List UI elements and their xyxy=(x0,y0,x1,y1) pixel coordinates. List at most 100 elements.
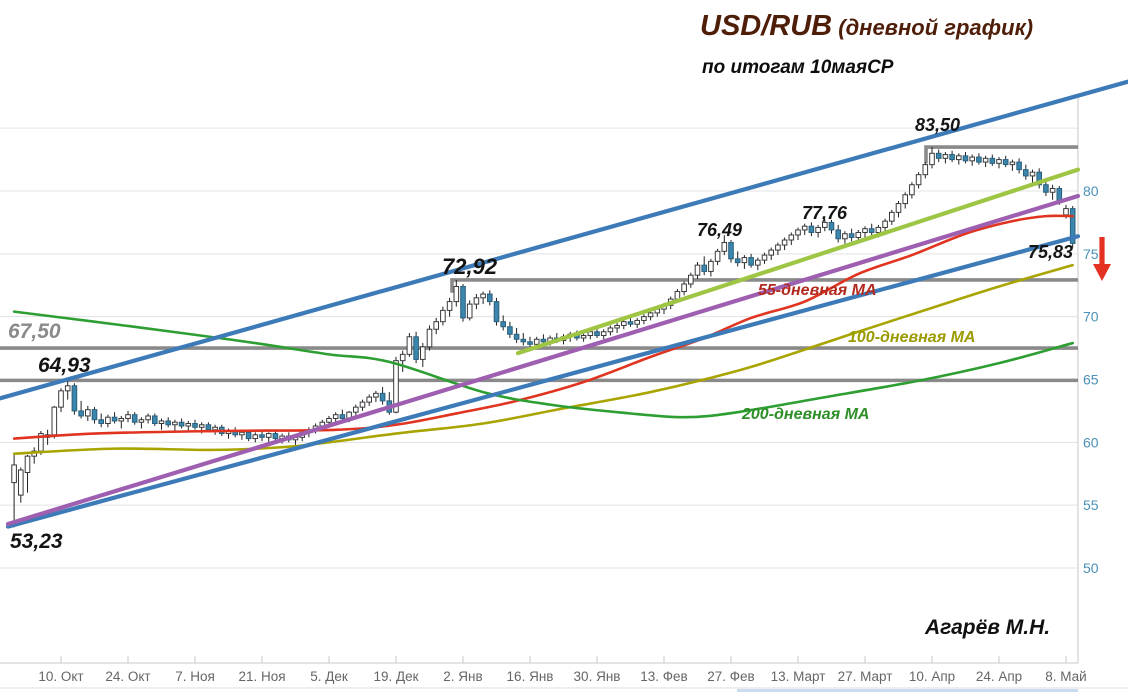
candle-up xyxy=(895,203,902,213)
candle-up xyxy=(446,301,453,311)
candle-down xyxy=(71,385,78,412)
candle-down xyxy=(949,154,955,161)
price-annotation: 72,92 xyxy=(442,254,498,279)
candle-up xyxy=(855,231,862,238)
candle-up xyxy=(326,417,332,423)
candle-down xyxy=(520,338,527,343)
candle-up xyxy=(815,226,821,233)
ma-label: 100-дневная МА xyxy=(848,329,975,346)
candle-up xyxy=(440,309,446,323)
candle-down xyxy=(165,420,171,426)
candle-up xyxy=(909,184,915,196)
candle-down xyxy=(245,431,252,440)
candle-up xyxy=(138,419,145,423)
candle-up xyxy=(580,335,587,339)
candle-up xyxy=(929,152,935,166)
candle-down xyxy=(1016,161,1022,171)
candle-up xyxy=(996,159,1002,164)
chart-title-timeframe: (дневной график) xyxy=(832,15,1034,40)
x-axis-label: 10. Апр xyxy=(909,669,955,684)
candle-down xyxy=(1043,184,1049,193)
candle-up xyxy=(614,324,620,329)
candle-down xyxy=(131,414,138,423)
x-axis-label: 13. Фев xyxy=(640,669,687,684)
price-annotation: 83,50 xyxy=(915,115,960,135)
chart-title: USD/RUB (дневной график) xyxy=(700,10,1033,43)
candle-up xyxy=(426,328,433,348)
candle-up xyxy=(1063,208,1069,216)
candle-up xyxy=(688,274,694,285)
chart-subtitle: по итогам 10маяСР xyxy=(702,57,894,78)
trend-purple xyxy=(5,193,1081,527)
candle-up xyxy=(956,155,962,161)
candle-down xyxy=(828,221,835,231)
candle-up xyxy=(922,164,929,176)
candle-down xyxy=(1002,159,1009,166)
trend-lightgreen xyxy=(515,167,1081,356)
y-axis-label: 70 xyxy=(1083,309,1099,325)
candle-up xyxy=(889,211,895,222)
x-axis-label: 13. Март xyxy=(771,669,826,684)
candle-down xyxy=(734,258,741,264)
ma-line-200-дневная МА xyxy=(12,310,1074,419)
candle-down xyxy=(540,338,547,343)
candle-down xyxy=(78,410,84,417)
candle-down xyxy=(513,333,520,340)
candle-up xyxy=(466,303,473,319)
candle-up xyxy=(473,297,480,305)
candle-up xyxy=(862,228,868,233)
x-axis-label: 19. Дек xyxy=(373,669,418,684)
x-axis-label: 21. Ноя xyxy=(238,669,285,684)
candle-up xyxy=(915,174,922,186)
x-axis-label: 8. Май xyxy=(1045,669,1086,684)
candle-down xyxy=(98,419,105,424)
candle-down xyxy=(507,326,513,335)
candle-up xyxy=(607,327,614,333)
candle-up xyxy=(982,157,989,163)
candle-down xyxy=(1023,169,1029,177)
candle-up xyxy=(1009,161,1016,166)
x-axis-label: 27. Фев xyxy=(707,669,754,684)
candle-up xyxy=(145,415,151,421)
candle-down xyxy=(728,242,734,260)
candle-up xyxy=(882,220,888,228)
candle-down xyxy=(935,152,942,159)
candle-up xyxy=(781,239,788,246)
candle-up xyxy=(634,319,641,325)
candle-up xyxy=(822,221,828,228)
candle-down xyxy=(527,341,533,345)
author-signature: Агарёв М.Н. xyxy=(925,616,1051,639)
x-axis-label: 16. Янв xyxy=(507,669,554,684)
y-axis-label: 80 xyxy=(1083,183,1099,199)
candle-up xyxy=(24,455,31,474)
candle-down xyxy=(91,409,98,421)
channel-lower xyxy=(5,234,1081,529)
candle-down xyxy=(192,422,198,428)
candle-up xyxy=(621,321,627,326)
x-axis-label: 5. Дек xyxy=(310,669,348,684)
candle-up xyxy=(902,194,909,205)
candle-up xyxy=(694,264,701,276)
candle-down xyxy=(272,433,279,440)
candle-down xyxy=(111,416,118,422)
candle-down xyxy=(976,156,982,163)
candle-down xyxy=(868,228,875,233)
candle-up xyxy=(755,259,761,266)
candle-down xyxy=(701,264,708,272)
candle-up xyxy=(708,260,714,272)
price-annotation: 75,83 xyxy=(1028,242,1073,262)
candle-down xyxy=(962,155,969,162)
candle-down xyxy=(152,415,158,424)
candle-down xyxy=(487,293,493,303)
candle-down xyxy=(205,424,212,431)
x-axis-label: 7. Ноя xyxy=(175,669,215,684)
candle-up xyxy=(406,336,413,355)
candle-up xyxy=(875,226,882,233)
candle-up xyxy=(801,225,808,231)
candle-down xyxy=(339,414,346,419)
candle-down xyxy=(848,233,855,238)
candle-up xyxy=(64,385,71,392)
y-axis-label: 55 xyxy=(1083,497,1099,513)
